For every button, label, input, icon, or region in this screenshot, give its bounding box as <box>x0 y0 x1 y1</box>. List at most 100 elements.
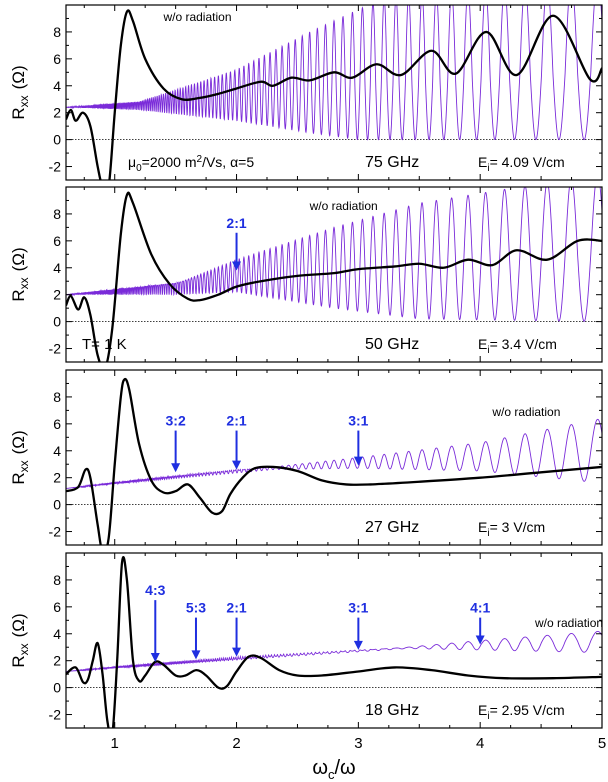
frequency-label: 27 GHz <box>365 519 419 536</box>
resonance-arrow-head <box>150 653 160 663</box>
field-label-value: = 3 V/cm <box>490 519 546 535</box>
plot-area <box>66 556 602 728</box>
mobility-rest: /Vs, α=5 <box>202 154 254 170</box>
field-label-sub: i <box>487 711 489 722</box>
field-label-sub: i <box>487 528 489 539</box>
y-axis-label-sub: xx <box>17 277 31 289</box>
y-axis-label-sub: xx <box>17 95 31 107</box>
field-label-sub: i <box>487 345 489 356</box>
y-tick-label: 2 <box>53 470 61 486</box>
series-without-radiation <box>66 630 602 672</box>
panel-50ghz: -2 0 2 4 6 8 Rxx (Ω) 50 GHz Ei= 3.4 V/cm T= 1 K w/o… <box>9 186 603 363</box>
y-tick-label: 4 <box>53 443 61 459</box>
frequency-label: 18 GHz <box>365 702 419 719</box>
y-tick-label: 4 <box>53 260 61 276</box>
y-tick-label: 8 <box>53 572 61 588</box>
resonance-arrow-head <box>232 261 242 271</box>
series-without-radiation <box>66 5 602 141</box>
plot-area <box>66 377 602 545</box>
x-axis-label: ωc/ω <box>312 757 355 782</box>
resonance-label: 4:1 <box>470 600 490 616</box>
wo-radiation-label: w/o radiation <box>534 616 603 630</box>
y-tick-label: 6 <box>53 599 61 615</box>
mobility-sub: 0 <box>136 163 142 174</box>
y-axis-label-unit: (Ω) <box>9 247 28 271</box>
y-tick-label: 0 <box>53 497 61 513</box>
y-tick-label: 8 <box>53 389 61 405</box>
resonance-label: 3:1 <box>348 413 368 429</box>
x-axis-label-rest: /ω <box>334 757 355 779</box>
y-axis-label-unit: (Ω) <box>9 613 28 637</box>
mobility-exp: 2 <box>197 154 203 165</box>
x-tick-label: 2 <box>232 735 240 752</box>
y-axis-label-main: R <box>9 655 28 667</box>
field-label: Ei= 2.95 V/cm <box>478 702 565 722</box>
y-tick-label: 6 <box>53 233 61 249</box>
x-tick-label: 1 <box>111 735 119 752</box>
plot-frame <box>65 186 603 363</box>
resonance-arrow-head <box>232 460 242 470</box>
field-label: Ei= 3 V/cm <box>478 519 545 539</box>
plot-area <box>66 187 602 362</box>
field-label-value: = 3.4 V/cm <box>490 336 557 352</box>
y-axis-label: Rxx (Ω) <box>9 613 31 667</box>
wo-radiation-label: w/o radiation <box>491 405 560 419</box>
series-with-radiation <box>66 9 602 180</box>
resonance-arrow-head <box>353 640 363 650</box>
y-tick-label: 2 <box>53 653 61 669</box>
series-with-radiation <box>66 191 602 362</box>
y-axis-label-sub: xx <box>17 460 31 472</box>
y-tick-label: 6 <box>53 51 61 67</box>
y-axis-label-main: R <box>9 107 28 119</box>
resonance-arrow-head <box>353 456 363 466</box>
panel-18ghz: -2 0 2 4 6 8 1 2 3 4 5 ωc/ω Rxx (Ω) 18 GHz Ei= 2.95 V/c… <box>9 552 606 782</box>
series-with-radiation <box>66 556 602 728</box>
y-tick-label: 2 <box>53 287 61 303</box>
y-axis-label-unit: (Ω) <box>9 430 28 454</box>
resonance-label: 2:1 <box>226 600 246 616</box>
panel-27ghz: -2 0 2 4 6 8 Rxx (Ω) 27 GHz Ei= 3 V/cm w/o radiati… <box>9 369 603 546</box>
field-label-sub: i <box>487 163 489 174</box>
resonance-label: 2:1 <box>226 215 246 231</box>
wo-radiation-label: w/o radiation <box>162 10 231 24</box>
x-axis-label-main: ω <box>312 757 328 779</box>
frequency-label: 75 GHz <box>365 154 419 171</box>
series-without-radiation <box>66 418 602 489</box>
y-tick-label: 4 <box>53 626 61 642</box>
mobility-value: =2000 m <box>142 154 197 170</box>
field-label-main: E <box>478 519 487 535</box>
y-axis-label-main: R <box>9 472 28 484</box>
y-tick-label: -2 <box>49 159 62 175</box>
resonance-arrow-head <box>191 650 201 660</box>
x-tick-label: 4 <box>476 735 484 752</box>
y-tick-label: 4 <box>53 78 61 94</box>
y-axis-label-main: R <box>9 289 28 301</box>
y-axis-label: Rxx (Ω) <box>9 430 31 484</box>
field-label-main: E <box>478 336 487 352</box>
resonance-label: 2:1 <box>226 413 246 429</box>
y-tick-label: 6 <box>53 416 61 432</box>
resonance-arrow-head <box>232 647 242 657</box>
plot-frame <box>65 552 603 729</box>
parameters-label: μ0=2000 m2/Vs, α=5 <box>128 154 254 174</box>
frequency-label: 50 GHz <box>365 336 419 353</box>
mobility-symbol: μ <box>128 154 136 170</box>
y-tick-label: 0 <box>53 314 61 330</box>
y-tick-label: 0 <box>53 132 61 148</box>
y-tick-label: 8 <box>53 206 61 222</box>
series-without-radiation <box>66 187 602 322</box>
resonance-label: 4:3 <box>145 582 165 598</box>
y-tick-label: -2 <box>49 707 62 723</box>
plot-frame <box>65 369 603 546</box>
y-tick-label: -2 <box>49 524 62 540</box>
field-label: Ei= 4.09 V/cm <box>478 154 565 174</box>
y-tick-label: -2 <box>49 341 62 357</box>
resonance-label: 5:3 <box>186 600 206 616</box>
temperature-label: T= 1 K <box>82 336 127 353</box>
resonance-label: 3:2 <box>166 413 186 429</box>
y-tick-label: 0 <box>53 680 61 696</box>
field-label-main: E <box>478 154 487 170</box>
x-axis-label-sub: c <box>328 767 335 782</box>
plot-area <box>66 5 602 180</box>
